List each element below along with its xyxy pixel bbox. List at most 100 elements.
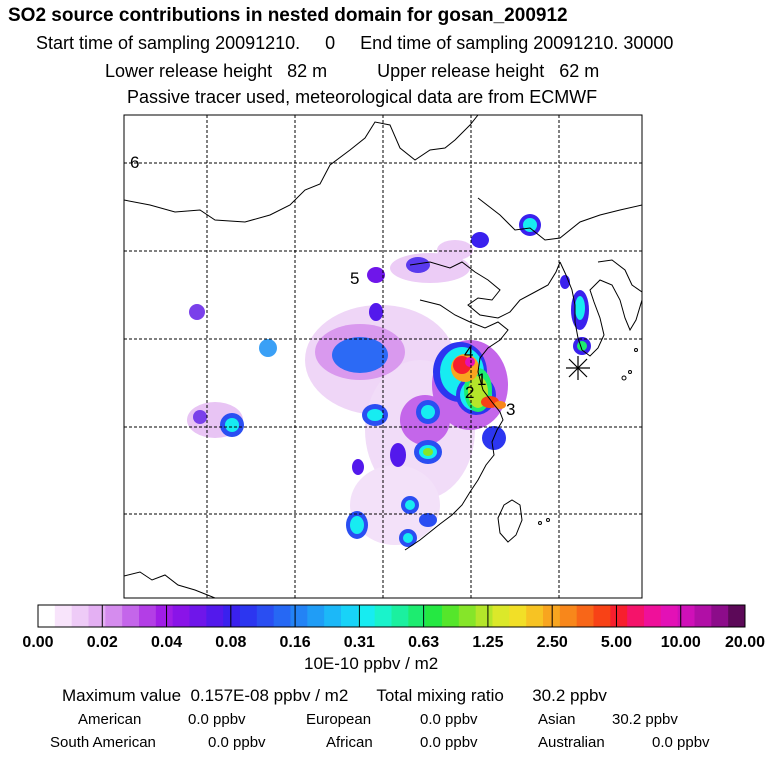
colorbar-cell bbox=[54, 605, 73, 627]
region-label-australian: Australian bbox=[538, 734, 605, 751]
plume-blob bbox=[471, 232, 489, 248]
colorbar-tick-label: 2.50 bbox=[537, 634, 568, 651]
colorbar-cell bbox=[526, 605, 544, 627]
colorbar-cell bbox=[223, 605, 241, 627]
plume-blob bbox=[352, 459, 364, 475]
island bbox=[634, 348, 638, 352]
region-label-american: American bbox=[78, 711, 142, 728]
grid-label-4: 4 bbox=[464, 343, 473, 362]
island bbox=[546, 518, 550, 522]
colorbar-cell bbox=[458, 605, 477, 627]
plume-layer bbox=[187, 214, 591, 547]
plume-blob bbox=[189, 304, 205, 320]
colorbar-cell bbox=[256, 605, 275, 627]
colorbar-tick-label: 0.31 bbox=[344, 634, 375, 651]
island bbox=[628, 370, 632, 374]
colorbar-tick-label: 0.02 bbox=[87, 634, 118, 651]
grid-label-1: 1 bbox=[477, 370, 486, 389]
coastline bbox=[559, 261, 642, 357]
colorbar-tick-label: 0.04 bbox=[151, 634, 182, 651]
colorbar-cell bbox=[240, 605, 258, 627]
plume-blob bbox=[405, 500, 415, 510]
plume-blob bbox=[390, 443, 406, 467]
colorbar-cell bbox=[71, 605, 89, 627]
colorbar-cell bbox=[408, 605, 426, 627]
colorbar-tick-label: 0.00 bbox=[22, 634, 53, 651]
colorbar-tick-label: 5.00 bbox=[601, 634, 632, 651]
colorbar-cell bbox=[189, 605, 207, 627]
tracer-info-line: Passive tracer used, meteorological data… bbox=[127, 87, 598, 107]
plume-blob bbox=[437, 240, 473, 260]
release-height-line: Lower release height 82 m Upper release … bbox=[105, 61, 600, 81]
colorbar-cell bbox=[139, 605, 157, 627]
region-value-american: 0.0 ppbv bbox=[188, 711, 246, 728]
border-line bbox=[124, 571, 216, 598]
plume-blob bbox=[367, 409, 383, 421]
plume-blob bbox=[575, 296, 585, 320]
colorbar-cell bbox=[694, 605, 712, 627]
plume-blob bbox=[259, 339, 277, 357]
island bbox=[538, 521, 542, 525]
receptor-marker bbox=[566, 356, 590, 380]
island-taiwan bbox=[497, 499, 523, 543]
plume-blob bbox=[369, 303, 383, 321]
colorbar-cell bbox=[374, 605, 392, 627]
colorbar-cell bbox=[155, 605, 174, 627]
colorbar-cell bbox=[357, 605, 376, 627]
colorbar-cell bbox=[543, 605, 561, 627]
island bbox=[621, 375, 627, 381]
plume-blob bbox=[193, 410, 207, 424]
plume-blob bbox=[350, 465, 440, 545]
colorbar-cell bbox=[559, 605, 578, 627]
chart-title: SO2 source contributions in nested domai… bbox=[8, 5, 568, 26]
region-value-asian: 30.2 ppbv bbox=[612, 711, 678, 728]
colorbar-tick-label: 0.08 bbox=[215, 634, 246, 651]
coastline bbox=[404, 299, 509, 551]
colorbar-cell bbox=[593, 605, 611, 627]
region-value-african: 0.0 ppbv bbox=[420, 734, 478, 751]
colorbar-cell bbox=[660, 605, 679, 627]
grid-lines bbox=[124, 115, 642, 598]
colorbar-cell bbox=[206, 605, 224, 627]
sampling-time-line: Start time of sampling 20091210. 0 End t… bbox=[36, 33, 674, 53]
region-label-south-american: South American bbox=[50, 734, 156, 751]
plume-blob bbox=[403, 533, 413, 543]
coastline bbox=[409, 261, 561, 319]
colorbar-tick-label: 0.16 bbox=[280, 634, 311, 651]
region-value-european: 0.0 ppbv bbox=[420, 711, 478, 728]
plume-blob bbox=[350, 516, 364, 534]
colorbar-cell bbox=[610, 605, 628, 627]
colorbar-cell bbox=[307, 605, 325, 627]
colorbar-cell bbox=[475, 605, 493, 627]
colorbar-cell bbox=[492, 605, 510, 627]
colorbar-cell bbox=[442, 605, 460, 627]
grid-label-2: 2 bbox=[465, 383, 474, 402]
colorbar-cell bbox=[728, 605, 746, 627]
colorbar-tick-label: 20.00 bbox=[725, 634, 765, 651]
colorbar-cell bbox=[341, 605, 359, 627]
colorbar: 0.00 0.02 0.04 0.08 0.16 0.31 0.63 1.25 2.50 5.00… bbox=[22, 604, 765, 651]
grid-label-3: 3 bbox=[506, 400, 515, 419]
grid-label-6: 6 bbox=[130, 153, 139, 172]
plume-blob bbox=[494, 401, 506, 409]
region-value-australian: 0.0 ppbv bbox=[652, 734, 710, 751]
colorbar-units: 10E-10 ppbv / m2 bbox=[304, 654, 439, 673]
plume-blob bbox=[419, 513, 437, 527]
colorbar-cells bbox=[37, 604, 746, 628]
colorbar-cell bbox=[38, 605, 56, 627]
region-labels: 6 5 4 1 2 3 bbox=[130, 153, 515, 419]
colorbar-cell bbox=[105, 605, 123, 627]
max-value-line: Maximum value 0.157E-08 ppbv / m2 Total … bbox=[62, 686, 607, 705]
colorbar-cell bbox=[425, 605, 443, 627]
colorbar-cell bbox=[509, 605, 527, 627]
colorbar-cell bbox=[627, 605, 645, 627]
colorbar-cell bbox=[122, 605, 140, 627]
plume-blob bbox=[406, 257, 430, 273]
colorbar-cell bbox=[677, 605, 695, 627]
colorbar-tick-labels: 0.00 0.02 0.04 0.08 0.16 0.31 0.63 1.25 2.50 5.00… bbox=[22, 634, 765, 651]
plume-blob bbox=[423, 448, 433, 456]
region-label-african: African bbox=[326, 734, 373, 751]
coastlines bbox=[124, 115, 642, 598]
colorbar-cell bbox=[273, 605, 291, 627]
